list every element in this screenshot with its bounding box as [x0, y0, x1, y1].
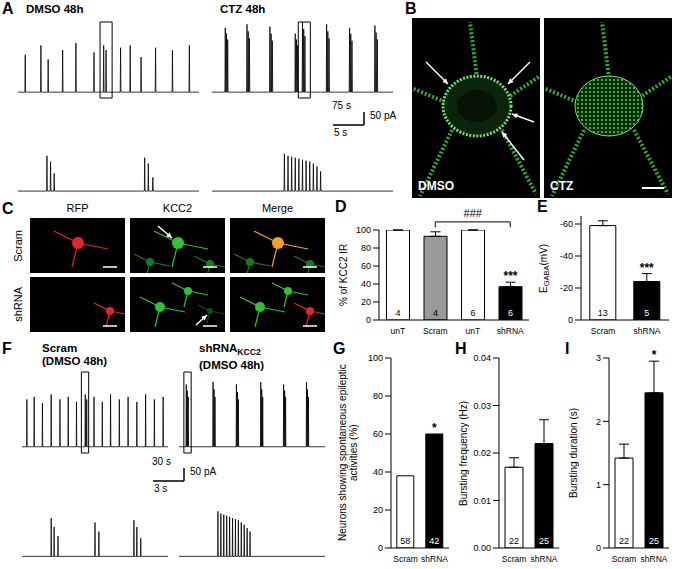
html-text:5 s: 5 s [334, 127, 348, 138]
svg-text:60: 60 [373, 429, 383, 439]
html-text:G: G [333, 340, 346, 357]
svg-text:shRNA: shRNA [531, 554, 558, 564]
svg-text:*: * [652, 348, 657, 362]
svg-text:1: 1 [596, 480, 601, 490]
svg-text:60: 60 [361, 261, 371, 271]
html-text:Merge: Merge [261, 202, 294, 214]
svg-text:*: * [432, 421, 437, 435]
svg-text:0.01: 0.01 [473, 496, 491, 506]
html-text:50 pA: 50 pA [190, 466, 217, 477]
html-text:Scram: Scram [12, 229, 24, 262]
svg-text:20: 20 [361, 297, 371, 307]
html-text:Scram: Scram [42, 342, 78, 354]
html-text:50 pA: 50 pA [370, 110, 397, 121]
svg-text:3: 3 [596, 353, 601, 363]
svg-text:shRNA: shRNA [641, 554, 668, 564]
html-text:Bursting frequency (Hz): Bursting frequency (Hz) [457, 400, 469, 506]
svg-text:CTZ: CTZ [550, 179, 573, 193]
html-text:E: E [538, 285, 549, 293]
svg-text:Scram: Scram [612, 554, 637, 564]
svg-text:6: 6 [470, 308, 475, 318]
svg-text:40: 40 [373, 467, 383, 477]
html-text:KCC2: KCC2 [162, 202, 193, 214]
html-text:B: B [405, 0, 417, 17]
svg-text:13: 13 [598, 308, 608, 318]
svg-text:20: 20 [373, 505, 383, 515]
svg-text:unT: unT [390, 326, 405, 336]
svg-text:unT: unT [465, 326, 480, 336]
html-text:F: F [2, 340, 12, 357]
svg-text:25: 25 [649, 536, 659, 546]
svg-text:0.03: 0.03 [473, 401, 491, 411]
html-text:A: A [2, 0, 14, 17]
html-text:CTZ 48h: CTZ 48h [220, 3, 266, 15]
html-text:RFP: RFP [66, 202, 89, 214]
html-text:(DMSO 48h): (DMSO 48h) [199, 359, 265, 372]
svg-text:6: 6 [508, 308, 513, 318]
svg-text:80: 80 [361, 243, 371, 253]
svg-text:4: 4 [395, 308, 400, 318]
svg-text:0.02: 0.02 [473, 448, 491, 458]
html-text:E: E [537, 198, 548, 215]
svg-text:100: 100 [356, 225, 371, 235]
svg-text:Scram: Scram [393, 554, 418, 564]
svg-text:80: 80 [373, 391, 383, 401]
svg-text:0: 0 [378, 543, 383, 553]
html-text:3 s: 3 s [154, 483, 168, 494]
svg-text:4: 4 [433, 308, 438, 318]
html-text:Bursting duration (s): Bursting duration (s) [567, 408, 579, 498]
svg-text:-20: -20 [560, 283, 573, 293]
svg-text:0.00: 0.00 [473, 543, 491, 553]
html-text:D: D [335, 198, 347, 215]
html-text:Neurons showing spontaneous ep: Neurons showing spontaneous epileptic ac… [337, 364, 359, 542]
svg-text:22: 22 [619, 536, 629, 546]
svg-text:25: 25 [539, 536, 549, 546]
svg-text:42: 42 [429, 536, 439, 546]
html-text:shRNA: shRNA [12, 287, 24, 322]
svg-text:0.04: 0.04 [473, 353, 491, 363]
svg-text:22: 22 [509, 536, 519, 546]
html-text:H: H [455, 340, 467, 357]
svg-text:58: 58 [400, 536, 410, 546]
html-text:30 s: 30 s [152, 456, 171, 467]
svg-text:2: 2 [596, 417, 601, 427]
svg-text:shRNA: shRNA [421, 554, 448, 564]
svg-text:Scram: Scram [423, 326, 448, 336]
svg-text:Scram: Scram [591, 326, 616, 336]
svg-text:0: 0 [596, 543, 601, 553]
svg-text:shRNA: shRNA [497, 326, 524, 336]
svg-text:0: 0 [568, 315, 573, 325]
html-text:(mV): (mV) [538, 243, 549, 266]
html-text:(DMSO 48h): (DMSO 48h) [42, 355, 108, 367]
svg-text:Scram: Scram [502, 554, 527, 564]
html-text:DMSO 48h: DMSO 48h [26, 3, 84, 15]
svg-text:-60: -60 [560, 219, 573, 229]
html-text:C: C [2, 200, 14, 217]
svg-text:shRNA: shRNA [634, 326, 661, 336]
svg-text:###: ### [464, 207, 483, 219]
svg-text:0: 0 [366, 315, 371, 325]
html-text:% of KCC2 IR: % of KCC2 IR [337, 243, 349, 307]
svg-text:***: *** [640, 261, 654, 275]
svg-text:DMSO: DMSO [418, 179, 454, 193]
svg-text:5: 5 [644, 308, 649, 318]
html-text:75 s: 75 s [332, 100, 351, 111]
svg-text:-40: -40 [560, 251, 573, 261]
svg-text:40: 40 [361, 279, 371, 289]
html-text:GABA: GABA [542, 265, 551, 286]
svg-text:***: *** [503, 269, 517, 283]
html-text:shRNAKCC2: shRNAKCC2 [199, 342, 261, 358]
svg-text:100: 100 [368, 353, 383, 363]
html-text:I: I [565, 340, 570, 357]
